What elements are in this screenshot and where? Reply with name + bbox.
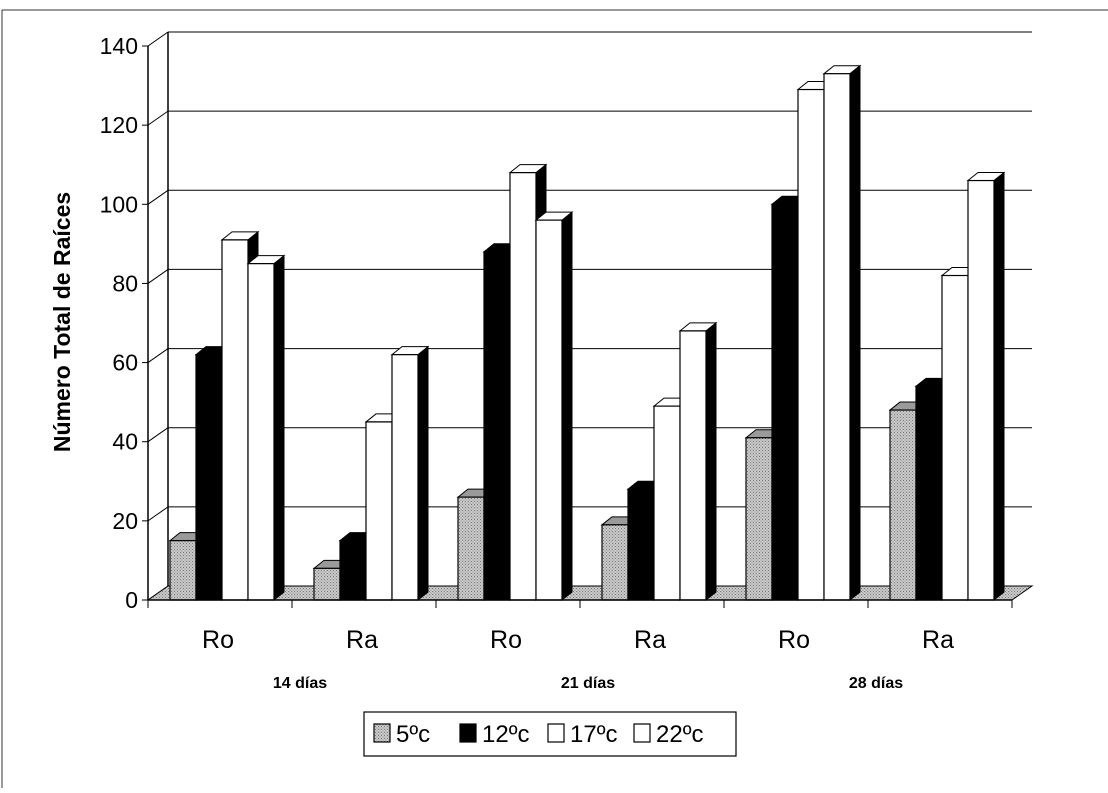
category-label: Ro <box>202 626 234 654</box>
y-tick-label: 60 <box>112 350 138 376</box>
bar-front <box>457 496 485 601</box>
bar-front <box>169 540 197 601</box>
bar-front <box>509 172 537 601</box>
gridline-side <box>147 31 169 47</box>
bar-side <box>849 64 861 602</box>
y-tick-label: 80 <box>112 270 138 296</box>
bar-22ºc-Ro-0 <box>246 254 286 602</box>
bar-front <box>339 540 367 601</box>
y-tick-label: 40 <box>112 429 138 455</box>
gridline-side <box>147 427 169 443</box>
y-tick-label: 20 <box>112 508 138 534</box>
y-tick-label: 140 <box>100 33 138 59</box>
bar-front <box>195 354 223 601</box>
bar-front <box>313 567 341 601</box>
group-label: 14 días <box>273 675 327 692</box>
bar-side <box>273 254 285 602</box>
category-label: Ro <box>490 626 522 654</box>
gridline-side <box>147 269 169 284</box>
legend-label: 17ºc <box>570 721 617 748</box>
legend-swatch <box>633 723 651 743</box>
bar-front <box>771 203 799 601</box>
category-label: Ra <box>346 626 378 654</box>
y-tick-label: 100 <box>100 191 138 217</box>
y-tick-label: 120 <box>100 112 138 138</box>
bar-front <box>745 437 773 601</box>
bar-side <box>705 321 717 602</box>
bar-front <box>221 239 249 601</box>
bar-front <box>797 88 825 601</box>
y-axis-title: Número Total de Raíces <box>49 192 75 452</box>
bar-front <box>653 405 681 601</box>
bar-front <box>483 251 511 601</box>
bar-22ºc-Ra-3 <box>678 321 718 602</box>
bar-22ºc-Ro-2 <box>534 211 574 602</box>
bar-front <box>391 354 419 601</box>
bar-front <box>601 524 629 601</box>
group-label: 28 días <box>849 675 903 692</box>
category-label: Ra <box>634 626 666 654</box>
group-label: 21 días <box>561 675 615 692</box>
bar-front <box>941 274 969 601</box>
bar-front <box>915 385 943 601</box>
bar-front <box>247 263 275 601</box>
gridline-side <box>147 506 169 522</box>
bar-22ºc-Ro-4 <box>822 64 862 602</box>
bar-side <box>993 171 1005 602</box>
legend-label: 12ºc <box>482 721 529 748</box>
bar-front <box>679 330 707 601</box>
bar-22ºc-Ra-5 <box>966 171 1006 602</box>
legend-swatch <box>373 723 391 743</box>
bar-front <box>365 421 393 601</box>
bar-side <box>561 211 573 602</box>
legend-label: 22ºc <box>656 721 703 748</box>
legend-swatch <box>459 723 477 743</box>
category-label: Ro <box>778 626 810 654</box>
y-tick-label: 0 <box>125 587 138 613</box>
gridline-side <box>147 189 169 205</box>
gridline-side <box>147 348 169 363</box>
bar-front <box>627 488 655 601</box>
bar-front <box>967 179 995 601</box>
bar-front <box>535 219 563 601</box>
bar-22ºc-Ra-1 <box>390 345 430 602</box>
category-label: Ra <box>922 626 954 654</box>
gridline-side <box>147 110 169 126</box>
bar-front <box>889 409 917 601</box>
legend-label: 5ºc <box>396 721 430 748</box>
bar-side <box>417 345 429 602</box>
bar-front <box>823 73 851 601</box>
legend-swatch <box>547 723 565 743</box>
